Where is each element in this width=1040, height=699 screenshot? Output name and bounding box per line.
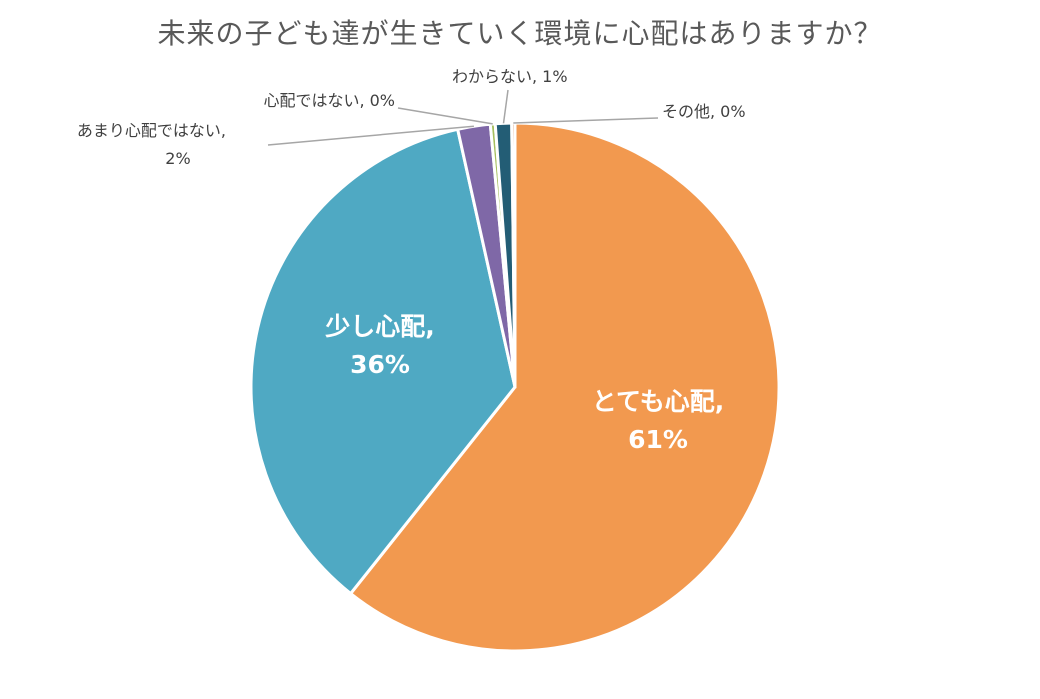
data-label: とても心配, [592,387,725,416]
leader-line [397,107,493,125]
data-label: わからない, 1% [452,67,568,86]
chart-title: 未来の子ども達が生きていく環境に心配はありますか？ [157,17,883,50]
data-label: 2% [165,149,190,168]
data-label: 少し心配, [324,312,435,341]
pie-slice [249,127,517,596]
pie-slice [349,121,781,653]
leader-line [513,117,659,124]
data-label: あまり心配ではない, [77,121,226,140]
data-label: 36% [350,350,410,379]
data-label: その他, 0% [662,102,746,121]
data-label: 心配ではない, 0% [263,91,395,110]
data-label: 61% [628,425,688,454]
leader-line [267,125,474,146]
leader-line [502,89,509,124]
